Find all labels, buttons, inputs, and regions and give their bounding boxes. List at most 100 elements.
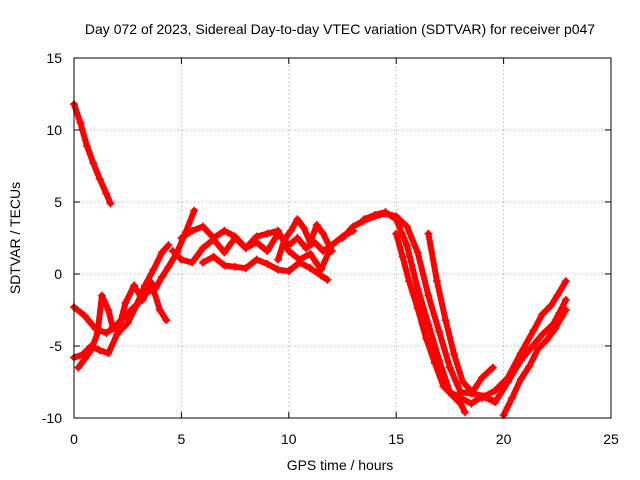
data-point [263, 246, 272, 255]
x-axis-label: GPS time / hours [287, 457, 394, 473]
data-point [516, 375, 525, 384]
data-point [158, 248, 167, 257]
data-point [89, 159, 98, 168]
data-point [198, 258, 207, 267]
data-point [413, 304, 422, 313]
x-tick-label: 25 [603, 431, 619, 447]
data-point [488, 363, 497, 372]
data-point [557, 313, 566, 322]
data-point [424, 229, 433, 238]
data-point [478, 393, 487, 402]
x-tick-label: 5 [178, 431, 186, 447]
y-tick-label: 15 [46, 50, 62, 66]
data-point [293, 234, 302, 242]
data-point [87, 342, 96, 350]
series-track-13 [479, 278, 569, 401]
data-point [284, 246, 293, 255]
x-tick-label: 0 [70, 431, 78, 447]
data-point [198, 222, 207, 231]
data-point [295, 258, 304, 267]
x-tick-label: 15 [388, 431, 404, 447]
plot-frame [73, 57, 612, 419]
data-point [349, 222, 358, 231]
data-point [561, 306, 570, 314]
data-point [306, 238, 315, 247]
series-layer [70, 100, 570, 420]
data-point [538, 310, 547, 319]
data-point [274, 255, 283, 264]
data-point [293, 215, 302, 224]
data-point [80, 311, 89, 320]
data-point [138, 295, 147, 304]
data-point [263, 259, 272, 268]
data-point [241, 264, 250, 273]
data-point [198, 244, 207, 253]
data-point [82, 141, 91, 150]
series-track-4 [71, 279, 170, 361]
data-point [413, 248, 422, 257]
data-point [231, 262, 240, 271]
data-point [441, 316, 450, 325]
data-point [402, 222, 411, 231]
data-point [188, 226, 197, 235]
x-tick-label: 10 [281, 431, 297, 447]
data-point [220, 248, 229, 257]
data-point [413, 284, 422, 293]
data-point [458, 378, 467, 386]
data-point [76, 118, 85, 127]
data-point [381, 208, 390, 217]
data-point [95, 346, 104, 355]
data-point [527, 343, 536, 352]
chart-title: Day 072 of 2023, Sidereal Day-to-day VTE… [85, 21, 595, 37]
data-point [338, 234, 347, 242]
data-point [424, 291, 433, 300]
data-point [274, 226, 283, 235]
data-point [508, 393, 517, 402]
data-point [93, 329, 102, 338]
data-point [121, 298, 130, 307]
data-point [102, 329, 111, 338]
data-point [551, 324, 560, 333]
data-point [469, 389, 478, 398]
data-point [147, 278, 156, 287]
data-point [306, 264, 315, 273]
data-point [188, 258, 197, 267]
data-point [312, 221, 321, 230]
data-point [359, 215, 368, 224]
data-point [503, 373, 512, 382]
y-tick-label: -5 [50, 338, 63, 354]
data-point [533, 344, 542, 353]
data-point [538, 330, 547, 339]
data-point [97, 291, 106, 300]
data-point [252, 232, 261, 241]
data-point [280, 235, 289, 244]
data-point [209, 252, 218, 261]
data-point [553, 291, 562, 300]
data-point [299, 223, 308, 232]
y-axis-label: SDTVAR / TECUs [7, 182, 23, 294]
data-point [158, 272, 167, 281]
data-point [561, 295, 570, 304]
data-point [319, 246, 328, 255]
data-point [149, 265, 158, 274]
y-tick-label: -10 [42, 410, 62, 426]
data-point [460, 408, 469, 417]
data-point [445, 363, 454, 372]
data-point [424, 320, 433, 329]
data-point [450, 350, 459, 359]
data-point [74, 363, 83, 372]
data-point [164, 262, 173, 271]
data-point [231, 232, 240, 241]
data-point [306, 249, 315, 258]
data-point [430, 359, 439, 368]
data-point [398, 252, 407, 261]
data-point [102, 189, 111, 198]
data-point [323, 275, 332, 284]
data-point [104, 306, 113, 314]
data-point [422, 334, 431, 343]
data-point [405, 277, 414, 286]
data-point [525, 362, 534, 371]
data-point [439, 382, 448, 391]
series-track-1 [71, 101, 114, 207]
series-track-12 [425, 230, 569, 406]
